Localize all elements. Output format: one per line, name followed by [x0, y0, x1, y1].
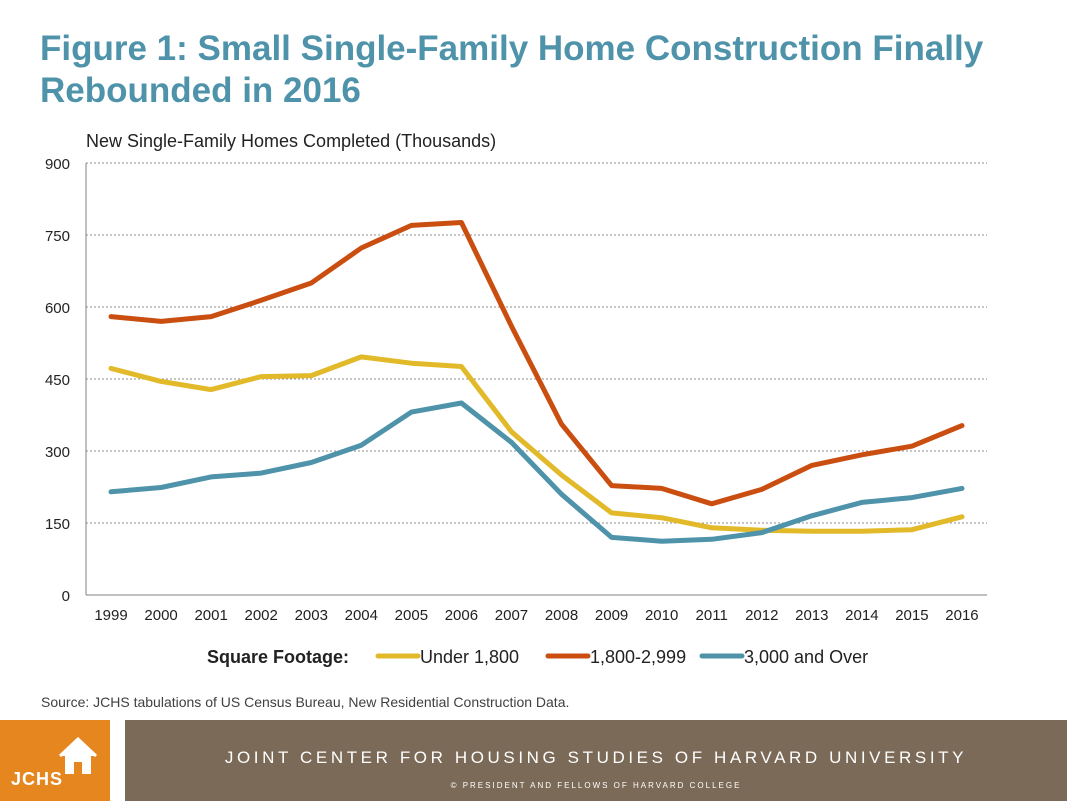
x-tick-label: 2016 [945, 607, 978, 624]
x-tick-label: 1999 [94, 607, 127, 624]
jchs-logo: JCHS [0, 720, 110, 801]
x-tick-label: 2010 [645, 607, 678, 624]
y-tick-label: 900 [45, 156, 70, 173]
y-axis-ticks: 0 150 300 450 600 750 900 [45, 156, 70, 605]
series-line-2 [108, 220, 965, 507]
org-band: JOINT CENTER FOR HOUSING STUDIES OF HARV… [125, 720, 1067, 801]
legend: Square Footage: Under 1,800 1,800-2,999 3,… [207, 647, 868, 667]
footer-band: JCHS JOINT CENTER FOR HOUSING STUDIES OF… [0, 720, 1067, 801]
x-tick-label: 2011 [696, 607, 728, 624]
x-tick-label: 2004 [345, 607, 378, 624]
x-tick-label: 2003 [295, 607, 328, 624]
legend-title: Square Footage: [207, 647, 349, 667]
y-tick-label: 750 [45, 228, 70, 245]
page-title: Figure 1: Small Single-Family Home Const… [40, 29, 984, 110]
x-tick-label: 2014 [845, 607, 878, 624]
source-note: Source: JCHS tabulations of US Census Bu… [41, 694, 570, 710]
org-name: JOINT CENTER FOR HOUSING STUDIES OF HARV… [224, 748, 968, 767]
y-tick-label: 300 [45, 444, 70, 461]
y-tick-label: 600 [45, 300, 70, 317]
legend-label: 3,000 and Over [744, 647, 868, 667]
legend-label: 1,800-2,999 [590, 647, 686, 667]
x-tick-label: 2000 [144, 607, 177, 624]
x-tick-label: 2008 [545, 607, 578, 624]
x-tick-label: 2015 [895, 607, 928, 624]
legend-label: Under 1,800 [420, 647, 519, 667]
x-tick-label: 2013 [795, 607, 828, 624]
copyright-text: © PRESIDENT AND FELLOWS OF HARVARD COLLE… [450, 781, 742, 790]
x-tick-label: 2006 [445, 607, 478, 624]
x-axis-ticks: 1999 2000 2001 2002 2003 2004 2005 2006 2007 2008… [94, 607, 978, 624]
logo-text: JCHS [11, 769, 64, 789]
y-axis-title: New Single-Family Homes Completed (Thous… [86, 131, 496, 151]
y-tick-label: 450 [45, 372, 70, 389]
x-tick-label: 2002 [245, 607, 278, 624]
y-tick-label: 0 [62, 588, 70, 605]
x-tick-label: 2005 [395, 607, 428, 624]
y-tick-label: 150 [45, 516, 70, 533]
series-line-3 [108, 400, 965, 544]
series-lines [108, 220, 965, 544]
house-icon [58, 736, 98, 774]
x-tick-label: 2001 [194, 607, 227, 624]
line-chart: New Single-Family Homes Completed (Thous… [45, 131, 987, 667]
x-tick-label: 2009 [595, 607, 628, 624]
series-line-1 [108, 354, 965, 534]
x-tick-label: 2007 [495, 607, 528, 624]
x-tick-label: 2012 [745, 607, 778, 624]
